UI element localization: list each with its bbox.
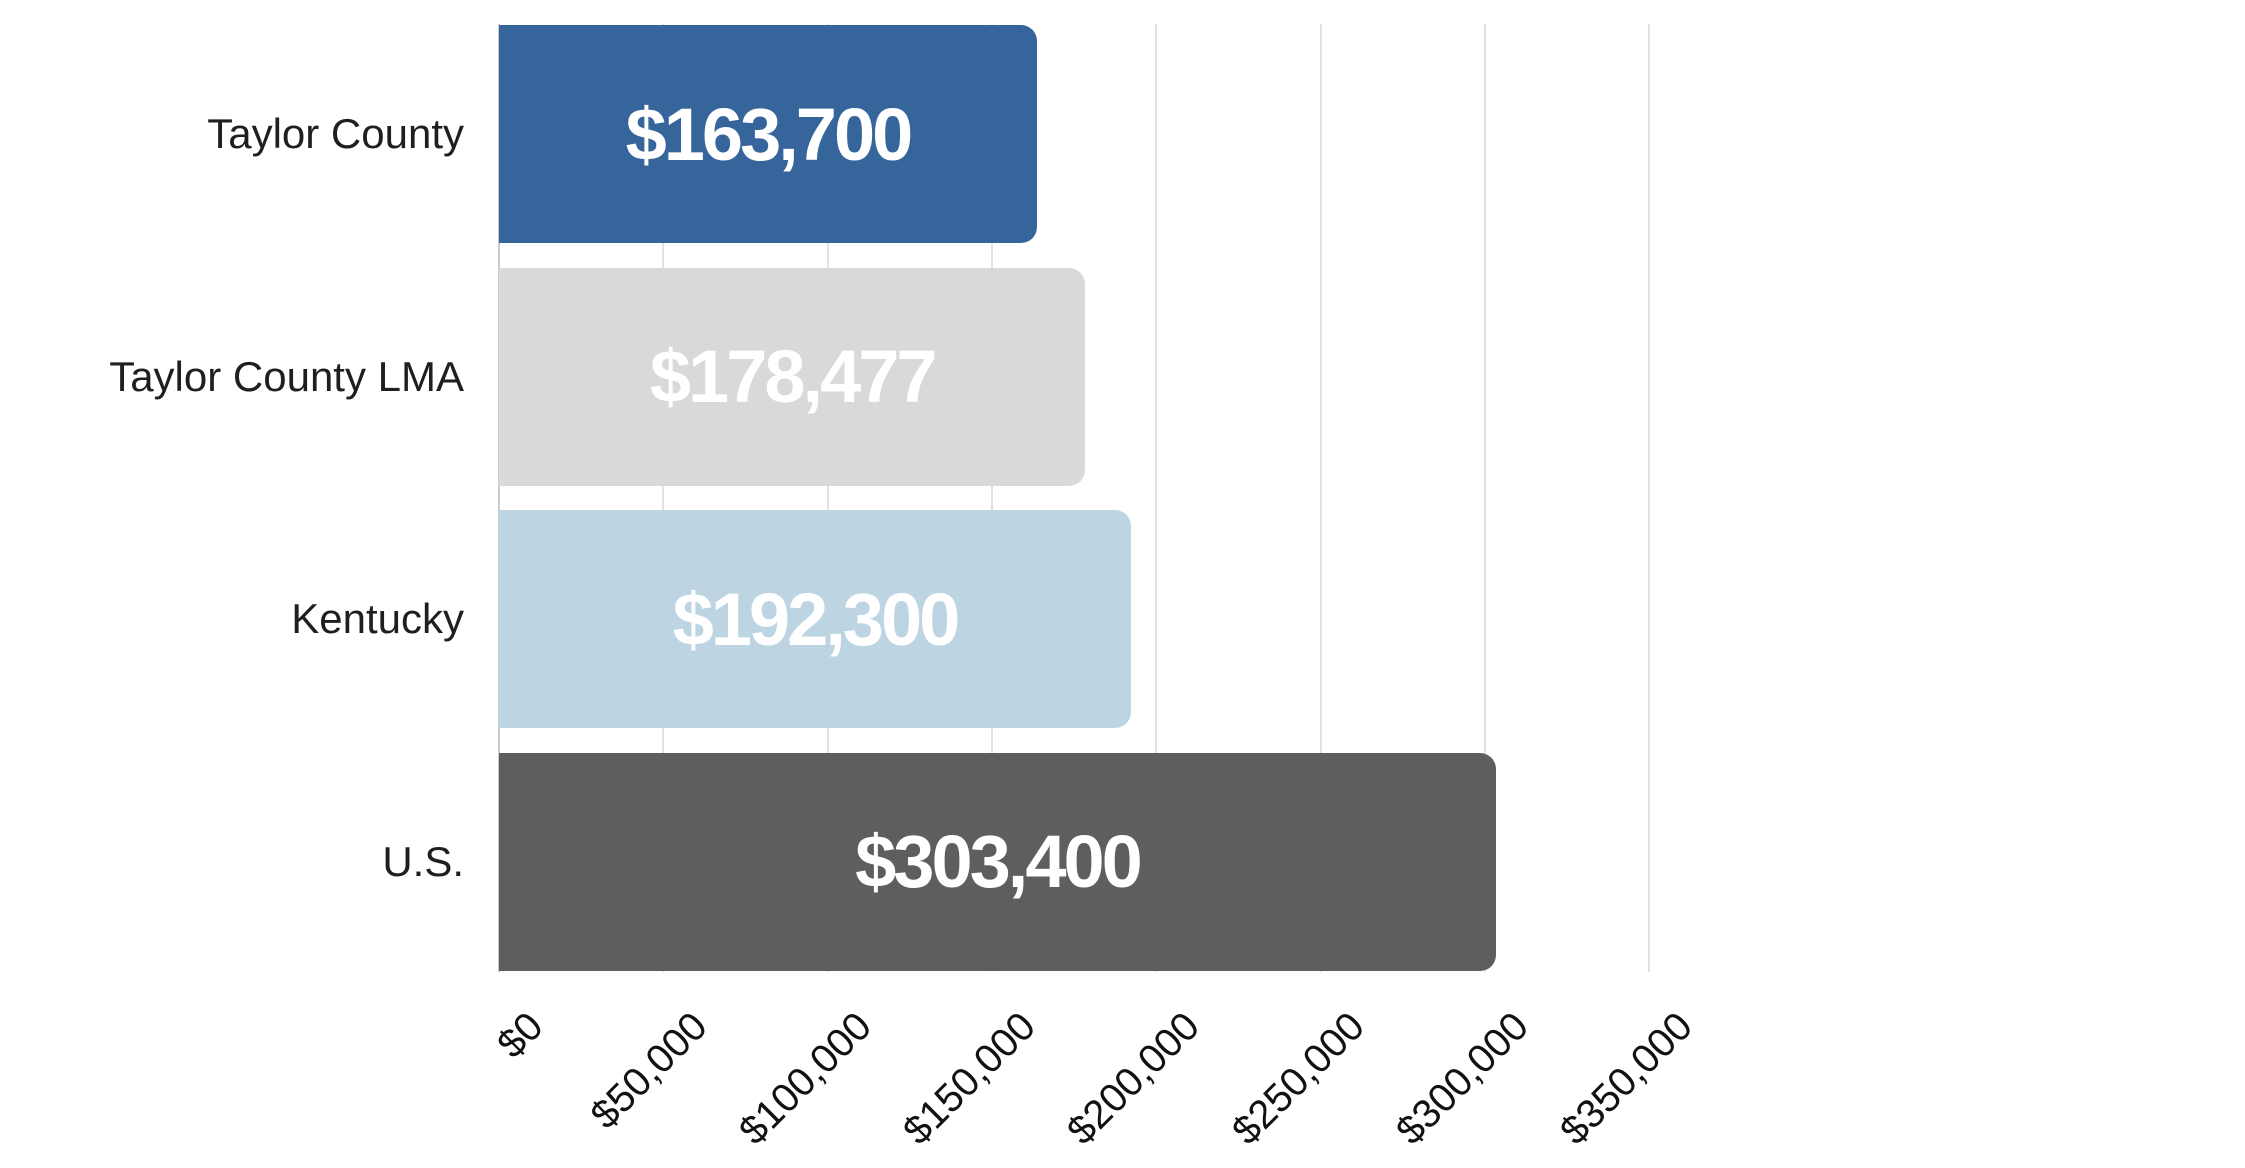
bar[interactable]: $178,477 xyxy=(499,267,1086,486)
x-tick-label: $0 xyxy=(488,1004,552,1067)
bar[interactable]: $192,300 xyxy=(499,510,1131,728)
category-label: U.S. xyxy=(382,837,464,885)
x-tick-label: $300,000 xyxy=(1387,1004,1537,1154)
baseline-gridline xyxy=(498,24,500,972)
bar-value-label: $192,300 xyxy=(672,577,961,661)
x-tick-label: $350,000 xyxy=(1552,1004,1702,1154)
gridline xyxy=(990,24,993,972)
gridline xyxy=(1483,24,1486,972)
bar-value-label: $163,700 xyxy=(625,92,914,176)
category-label: Taylor County xyxy=(207,110,464,157)
x-tick-label: $200,000 xyxy=(1059,1004,1209,1154)
bar[interactable]: $303,400 xyxy=(499,752,1496,971)
x-tick-label: $100,000 xyxy=(730,1004,880,1154)
bar-value-label: $178,477 xyxy=(649,335,938,418)
gridline xyxy=(1648,24,1651,972)
bar-value-label: $303,400 xyxy=(855,820,1143,903)
category-label: Taylor County LMA xyxy=(109,352,464,400)
x-tick-label: $250,000 xyxy=(1223,1004,1373,1154)
gridline xyxy=(662,24,665,972)
gridline xyxy=(1319,24,1322,972)
x-tick-label: $50,000 xyxy=(582,1004,716,1138)
gridline xyxy=(1155,24,1158,972)
category-label: Kentucky xyxy=(291,595,464,642)
gridline xyxy=(826,24,829,972)
bar[interactable]: $163,700 xyxy=(499,25,1037,243)
x-tick-label: $150,000 xyxy=(894,1004,1045,1154)
